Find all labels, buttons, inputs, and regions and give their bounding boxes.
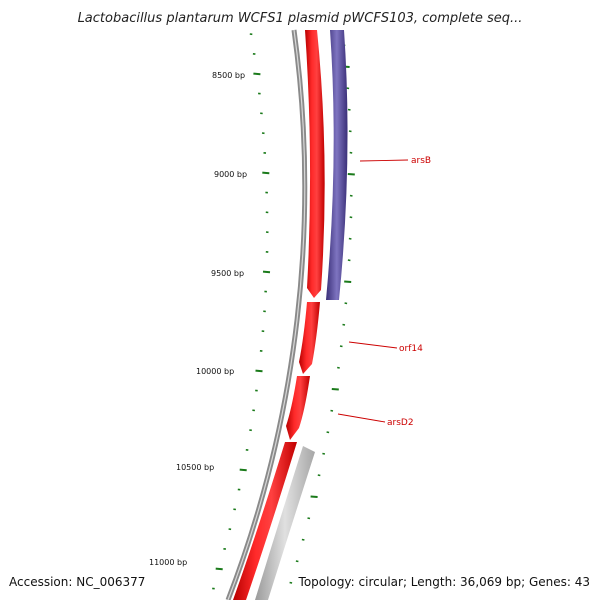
gene-arrow-orf14[interactable]: [299, 302, 320, 374]
scale-label-11000: 11000 bp: [149, 558, 187, 567]
major-tick: [255, 369, 263, 373]
outer-minor-tick: [344, 302, 348, 305]
outer-minor-tick: [349, 216, 353, 219]
outer-minor-tick: [347, 259, 351, 262]
outer-minor-tick: [347, 108, 351, 111]
outer-major-tick: [310, 495, 318, 498]
outer-minor-tick: [337, 366, 340, 369]
outer-minor-tick: [322, 452, 326, 455]
gene-label-arsB[interactable]: arsB: [411, 156, 431, 166]
outer-minor-tick: [339, 345, 343, 348]
major-tick: [215, 567, 223, 571]
outer-minor-tick: [301, 538, 305, 541]
outer-major-tick: [331, 388, 339, 391]
gene-labels: arsB orf14 arsD2: [387, 156, 431, 428]
gene-arrow-arsB[interactable]: [305, 30, 325, 298]
gene-arrow-reverse-grey[interactable]: [255, 446, 315, 600]
outer-major-tick: [344, 280, 352, 283]
scale-label-10500: 10500 bp: [176, 463, 214, 472]
scale-label-9000: 9000 bp: [214, 170, 247, 179]
major-tick: [253, 72, 261, 76]
gene-label-orf14[interactable]: orf14: [399, 344, 423, 354]
scale-labels: 8500 bp 9000 bp 9500 bp 10000 bp 10500 b…: [149, 71, 247, 567]
forward-strand-genes: [233, 30, 325, 600]
outer-major-tick: [347, 173, 355, 176]
outer-minor-tick: [342, 323, 346, 326]
outer-minor-tick: [346, 87, 350, 90]
gene-arrow-lower[interactable]: [233, 442, 297, 600]
leader-orf14: [348, 341, 398, 349]
scale-label-10000: 10000 bp: [196, 367, 234, 376]
outer-minor-tick: [349, 194, 353, 197]
outer-minor-tick: [348, 130, 352, 133]
leader-arsB: [359, 159, 409, 162]
outer-minor-tick: [307, 517, 311, 520]
gene-label-leaders: [337, 159, 409, 423]
outer-minor-tick: [295, 560, 299, 563]
gene-arrow-arsD2[interactable]: [286, 376, 310, 440]
major-tick: [262, 171, 270, 175]
plasmid-backbone-highlight: [227, 29, 306, 600]
outer-minor-tick: [330, 409, 334, 412]
outer-minor-tick: [289, 581, 293, 584]
outer-minor-tick: [348, 237, 352, 240]
outer-minor-tick: [349, 151, 353, 154]
scale-label-8500: 8500 bp: [212, 71, 245, 80]
outer-minor-tick: [317, 474, 321, 477]
accession-text: Accession: NC_006377: [9, 575, 146, 589]
map-title: Lactobacillus plantarum WCFS1 plasmid pW…: [77, 11, 523, 26]
leader-arsD2: [337, 413, 386, 423]
topology-summary: Topology: circular; Length: 36,069 bp; G…: [298, 575, 590, 589]
scale-ticks: [212, 33, 355, 590]
outer-minor-tick: [326, 431, 330, 434]
scale-label-9500: 9500 bp: [211, 269, 244, 278]
gene-label-arsD2[interactable]: arsD2: [387, 418, 414, 428]
major-tick: [262, 270, 271, 274]
major-tick: [239, 468, 247, 472]
gene-arrow-reverse-purple[interactable]: [326, 30, 348, 300]
